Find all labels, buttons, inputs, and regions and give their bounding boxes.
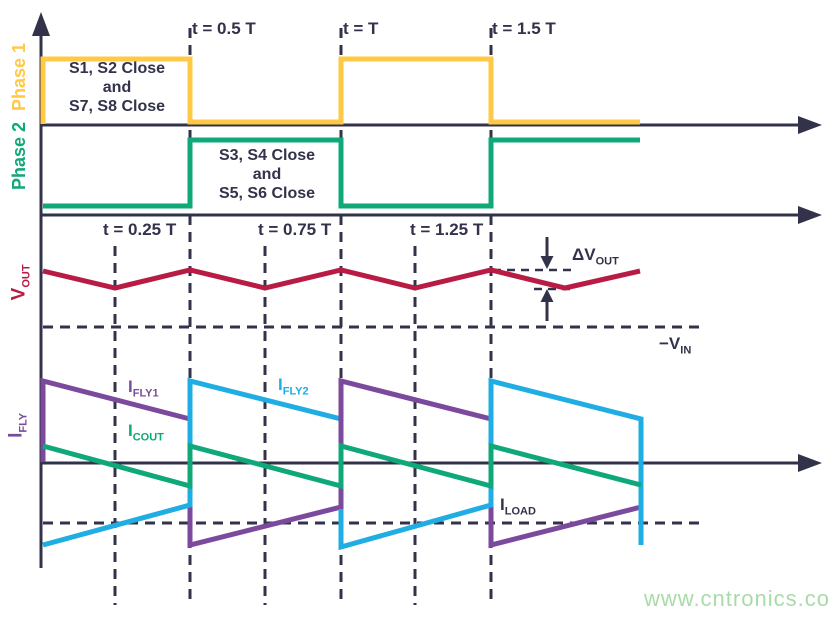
vout-axis-label-sub: OUT	[20, 264, 33, 288]
vout-wave	[42, 267, 641, 291]
delta-vout-label-sub: OUT	[595, 255, 619, 268]
ifly1-label: IFLY1	[128, 377, 159, 403]
phase2-axis-arrow	[798, 206, 822, 224]
phase2-axis-label: Phase 2	[9, 121, 29, 191]
ifly2-label-main: I	[278, 375, 283, 394]
dvout-arrow-down-head	[540, 256, 554, 269]
neg-vin-label-sub: IN	[680, 344, 692, 357]
iload-label-sub: LOAD	[504, 505, 536, 518]
phase2-switches-label: S3, S4 Close and S5, S6 Close	[203, 146, 331, 203]
phase1-switches-line3: S7, S8 Close	[68, 98, 166, 115]
icout-wave	[42, 442, 642, 490]
iload-label: ILOAD	[500, 495, 536, 521]
phase1-axis-arrow	[798, 116, 822, 134]
delta-vout-label-main: ΔV	[572, 245, 596, 264]
iload-label-main: I	[500, 495, 505, 514]
phase2-wave	[43, 137, 640, 209]
phase1-axis-label: Phase 1	[9, 42, 29, 112]
ifly1-label-sub: FLY1	[132, 387, 159, 400]
icout-label-main: I	[128, 421, 133, 440]
vout-axis-label: VOUT	[8, 245, 37, 319]
ifly2-label-sub: FLY2	[282, 385, 309, 398]
ifly-axis-label: IFLY	[5, 388, 34, 462]
ifly-axis-arrow	[798, 454, 822, 472]
ifly1-label-main: I	[128, 377, 133, 396]
icout-label: ICOUT	[128, 421, 164, 447]
neg-vin-label: −VIN	[659, 334, 691, 360]
time-label-0-25T: t = 0.25 T	[103, 220, 177, 239]
time-label-1-25T: t = 1.25 T	[410, 220, 484, 239]
ifly-axis-label-sub: FLY	[17, 412, 30, 433]
time-label-1T: t = T	[343, 19, 379, 38]
time-label-0-5T: t = 0.5 T	[192, 19, 256, 38]
phase1-switches-line1: S1, S2 Close	[68, 60, 166, 77]
phase2-switches-line2: and	[252, 166, 282, 183]
ifly-axis-label-main: I	[5, 432, 27, 438]
neg-vin-label-main: −V	[659, 334, 681, 353]
delta-vout-label: ΔVOUT	[572, 245, 619, 271]
y-axis-arrow	[32, 12, 50, 36]
phase1-switches-label: S1, S2 Close and S7, S8 Close	[53, 59, 181, 116]
vout-axis-label-main: V	[8, 287, 30, 301]
watermark: www.cntronics.com	[644, 586, 831, 611]
time-label-1-5T: t = 1.5 T	[492, 19, 556, 38]
ifly2-label: IFLY2	[278, 375, 309, 401]
phase1-wave	[40, 56, 640, 125]
phase2-switches-line3: S5, S6 Close	[218, 185, 316, 202]
phase1-switches-line2: and	[102, 79, 132, 96]
dvout-arrow-up-head	[540, 289, 554, 302]
time-label-0-75T: t = 0.75 T	[258, 220, 332, 239]
phase2-switches-line1: S3, S4 Close	[218, 147, 316, 164]
icout-label-sub: COUT	[132, 431, 164, 444]
